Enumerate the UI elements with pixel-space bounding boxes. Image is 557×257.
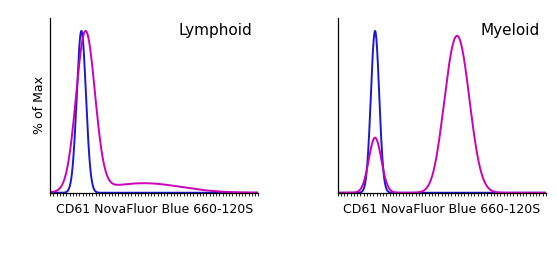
X-axis label: CD61 NovaFluor Blue 660-120S: CD61 NovaFluor Blue 660-120S — [343, 203, 540, 216]
Y-axis label: % of Max: % of Max — [33, 76, 46, 134]
Text: Lymphoid: Lymphoid — [178, 23, 252, 38]
Text: Myeloid: Myeloid — [480, 23, 540, 38]
X-axis label: CD61 NovaFluor Blue 660-120S: CD61 NovaFluor Blue 660-120S — [56, 203, 253, 216]
